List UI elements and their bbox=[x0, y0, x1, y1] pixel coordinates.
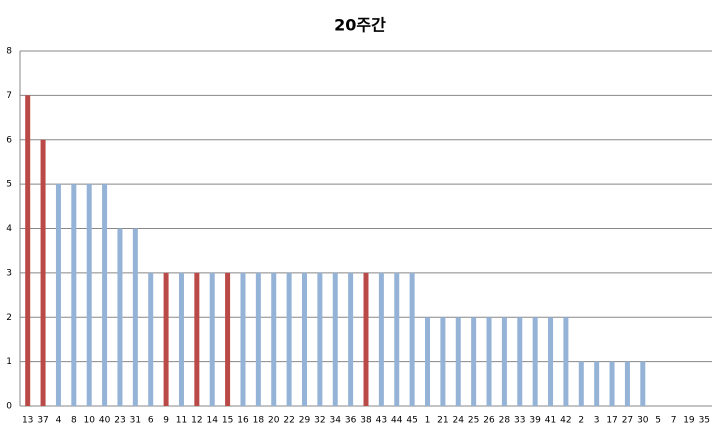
x-tick-label: 44 bbox=[391, 416, 403, 426]
bar bbox=[301, 272, 307, 406]
bar bbox=[86, 184, 92, 406]
bar bbox=[132, 228, 138, 406]
bar bbox=[317, 272, 323, 406]
bar bbox=[271, 272, 277, 406]
bar bbox=[548, 317, 554, 406]
bar bbox=[425, 317, 431, 406]
chart-title: 20주간 bbox=[334, 16, 386, 35]
bar bbox=[194, 272, 200, 406]
x-tick-label: 45 bbox=[406, 416, 417, 426]
bar bbox=[394, 272, 400, 406]
x-tick-label: 13 bbox=[22, 416, 33, 426]
x-tick-label: 11 bbox=[176, 416, 187, 426]
x-tick-label: 26 bbox=[483, 416, 495, 426]
x-tick-label: 19 bbox=[683, 416, 695, 426]
x-tick-label: 18 bbox=[253, 416, 265, 426]
x-tick-label: 33 bbox=[514, 416, 525, 426]
bar bbox=[117, 228, 123, 406]
y-tick-label: 5 bbox=[6, 180, 12, 190]
bar bbox=[563, 317, 569, 406]
bar bbox=[240, 272, 246, 406]
bar bbox=[409, 272, 415, 406]
bar bbox=[148, 272, 154, 406]
bar bbox=[624, 361, 630, 406]
bar bbox=[286, 272, 292, 406]
x-tick-label: 5 bbox=[655, 416, 661, 426]
bar bbox=[102, 184, 108, 406]
x-tick-label: 39 bbox=[529, 416, 541, 426]
bar bbox=[471, 317, 477, 406]
bar bbox=[578, 361, 584, 406]
x-tick-label: 37 bbox=[37, 416, 48, 426]
x-tick-label: 21 bbox=[437, 416, 448, 426]
x-tick-label: 31 bbox=[130, 416, 141, 426]
y-tick-label: 4 bbox=[6, 224, 12, 234]
bar bbox=[40, 139, 46, 406]
bar bbox=[225, 272, 231, 406]
x-tick-label: 29 bbox=[299, 416, 311, 426]
x-tick-label: 36 bbox=[345, 416, 357, 426]
bar bbox=[163, 272, 169, 406]
x-tick-label: 1 bbox=[425, 416, 431, 426]
x-tick-label: 43 bbox=[376, 416, 387, 426]
x-tick-label: 32 bbox=[314, 416, 325, 426]
y-tick-label: 0 bbox=[6, 402, 12, 412]
x-tick-label: 7 bbox=[671, 416, 677, 426]
bar bbox=[640, 361, 646, 406]
y-tick-label: 3 bbox=[6, 268, 12, 278]
bar bbox=[486, 317, 492, 406]
x-tick-label: 20 bbox=[268, 416, 280, 426]
bar bbox=[71, 184, 77, 406]
x-tick-label: 10 bbox=[83, 416, 95, 426]
bar bbox=[332, 272, 338, 406]
y-tick-label: 2 bbox=[6, 313, 12, 323]
x-tick-label: 15 bbox=[222, 416, 233, 426]
bar bbox=[255, 272, 261, 406]
bar bbox=[532, 317, 538, 406]
x-tick-label: 23 bbox=[114, 416, 125, 426]
x-tick-label: 9 bbox=[163, 416, 169, 426]
x-tick-label: 34 bbox=[330, 416, 342, 426]
x-tick-label: 35 bbox=[699, 416, 710, 426]
x-tick-label: 12 bbox=[191, 416, 202, 426]
x-tick-label: 40 bbox=[99, 416, 111, 426]
y-tick-label: 1 bbox=[6, 357, 12, 367]
bar bbox=[25, 95, 31, 406]
x-tick-label: 24 bbox=[453, 416, 465, 426]
x-tick-label: 41 bbox=[545, 416, 556, 426]
bar bbox=[594, 361, 600, 406]
x-tick-label: 3 bbox=[594, 416, 600, 426]
bar bbox=[501, 317, 507, 406]
bar bbox=[178, 272, 184, 406]
bar bbox=[209, 272, 215, 406]
y-tick-label: 8 bbox=[6, 47, 12, 57]
x-tick-label: 14 bbox=[206, 416, 218, 426]
bar bbox=[348, 272, 354, 406]
bar bbox=[440, 317, 446, 406]
x-tick-label: 8 bbox=[71, 416, 77, 426]
bar bbox=[378, 272, 384, 406]
x-tick-label: 6 bbox=[148, 416, 154, 426]
bar bbox=[55, 184, 61, 406]
x-tick-label: 42 bbox=[560, 416, 571, 426]
x-tick-label: 22 bbox=[283, 416, 294, 426]
x-tick-label: 17 bbox=[606, 416, 617, 426]
x-tick-label: 27 bbox=[622, 416, 633, 426]
y-tick-label: 6 bbox=[6, 135, 12, 145]
y-tick-label: 7 bbox=[6, 91, 12, 101]
x-tick-label: 2 bbox=[578, 416, 584, 426]
x-tick-label: 16 bbox=[237, 416, 249, 426]
x-tick-label: 38 bbox=[360, 416, 372, 426]
bar bbox=[609, 361, 615, 406]
x-tick-label: 28 bbox=[499, 416, 511, 426]
bar bbox=[455, 317, 461, 406]
x-tick-label: 4 bbox=[56, 416, 62, 426]
bar bbox=[363, 272, 369, 406]
x-tick-label: 25 bbox=[468, 416, 479, 426]
bar bbox=[517, 317, 523, 406]
x-tick-label: 30 bbox=[637, 416, 649, 426]
